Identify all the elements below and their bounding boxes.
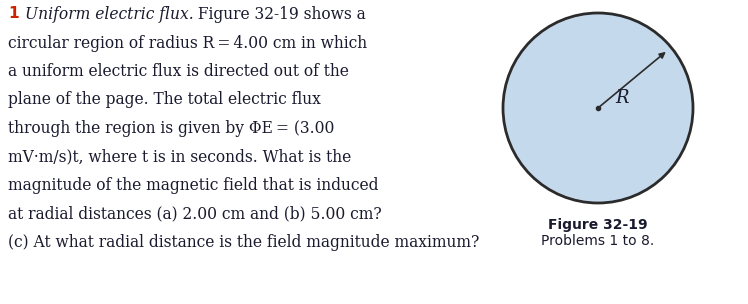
Circle shape: [503, 13, 693, 203]
Text: magnitude of the magnetic field that is induced: magnitude of the magnetic field that is …: [8, 177, 378, 194]
Text: Figure 32-19 shows a: Figure 32-19 shows a: [194, 6, 366, 23]
Text: R: R: [615, 89, 628, 107]
Text: through the region is given by ΦE = (3.00: through the region is given by ΦE = (3.0…: [8, 120, 334, 137]
Text: 1: 1: [8, 6, 19, 21]
Text: plane of the page. The total electric flux: plane of the page. The total electric fl…: [8, 92, 321, 109]
Text: (c) At what radial distance is the field magnitude maximum?: (c) At what radial distance is the field…: [8, 234, 479, 251]
Text: Figure 32-19: Figure 32-19: [548, 218, 648, 232]
Text: Problems 1 to 8.: Problems 1 to 8.: [542, 234, 654, 248]
Text: at radial distances (a) 2.00 cm and (b) 5.00 cm?: at radial distances (a) 2.00 cm and (b) …: [8, 206, 381, 223]
Text: mV·m/s)t, where t is in seconds. What is the: mV·m/s)t, where t is in seconds. What is…: [8, 148, 352, 165]
Text: a uniform electric flux is directed out of the: a uniform electric flux is directed out …: [8, 63, 349, 80]
Text: circular region of radius R = 4.00 cm in which: circular region of radius R = 4.00 cm in…: [8, 34, 367, 51]
Text: Uniform electric flux.: Uniform electric flux.: [25, 6, 194, 23]
